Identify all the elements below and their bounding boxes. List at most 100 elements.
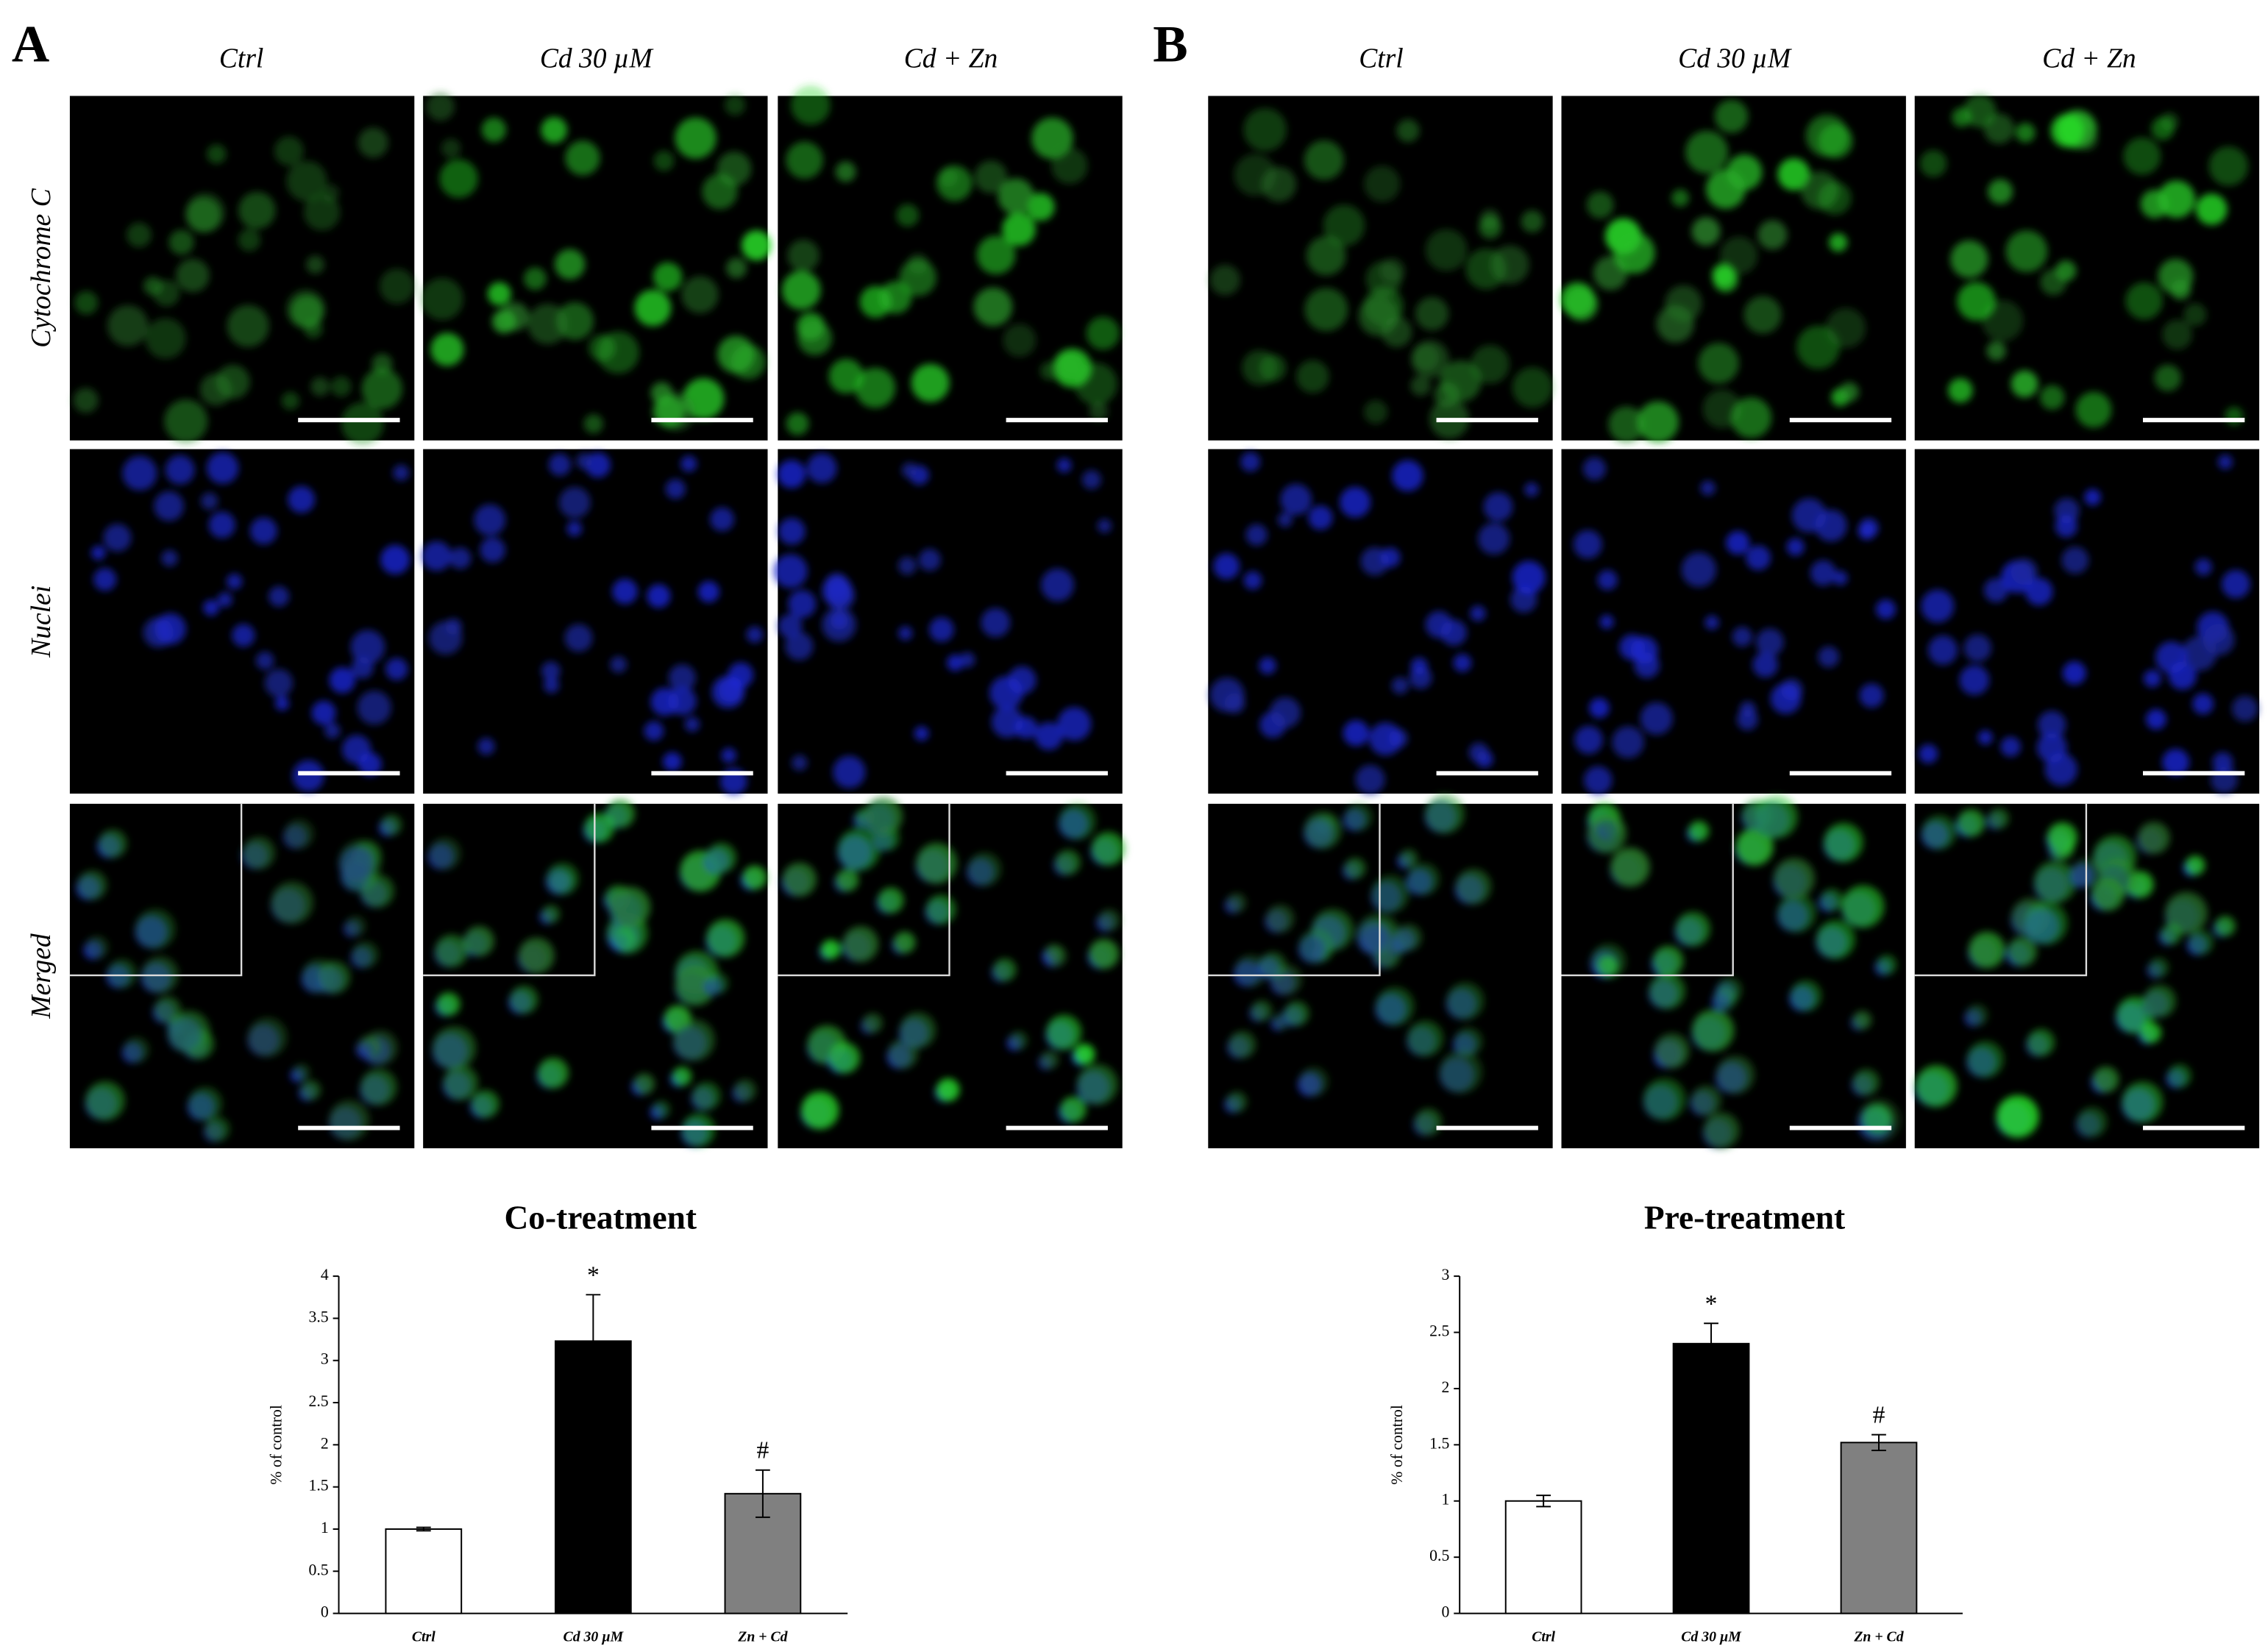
cytochrome	[99, 829, 127, 858]
cytochrome	[705, 842, 737, 873]
nucleus	[548, 453, 572, 476]
nucleus	[264, 669, 294, 697]
cytochrome	[1399, 849, 1418, 868]
cells	[1919, 455, 2258, 794]
cytochrome	[1713, 987, 1738, 1011]
cytochrome	[1415, 1108, 1442, 1136]
cytochrome	[1986, 341, 2006, 361]
cytochrome	[653, 395, 685, 427]
nucleus	[1726, 530, 1750, 555]
error-bar	[1871, 1433, 1886, 1451]
nucleus	[959, 652, 975, 668]
nucleus	[543, 677, 560, 694]
cytochrome	[2125, 282, 2163, 320]
cytochrome	[583, 414, 603, 434]
cytochrome	[2215, 916, 2236, 936]
nucleus	[428, 621, 463, 655]
inset-frame	[778, 803, 950, 977]
y-tick-label: 2	[321, 1434, 329, 1452]
nucleus	[1056, 457, 1072, 473]
cells	[773, 453, 1112, 788]
cytochrome	[673, 1019, 715, 1061]
cytochrome	[443, 1065, 479, 1100]
nucleus	[1589, 697, 1610, 719]
cytochrome	[1323, 204, 1365, 246]
cytochrome	[702, 174, 738, 210]
cytochrome	[1730, 397, 1772, 438]
cytochrome	[2170, 279, 2191, 300]
nucleus	[728, 662, 754, 688]
cytochrome	[1691, 1085, 1722, 1116]
y-tick-label: 0	[321, 1603, 329, 1621]
nucleus	[662, 752, 682, 772]
cytochrome	[605, 799, 636, 828]
cytochrome	[2161, 924, 2182, 945]
nucleus	[1410, 657, 1428, 675]
cytochrome	[1853, 1069, 1880, 1096]
cells	[1224, 794, 1492, 1136]
nucleus	[2025, 577, 2053, 606]
nucleus	[665, 479, 686, 499]
cytochrome	[358, 127, 388, 158]
inset-frame	[1561, 803, 1734, 977]
cytochrome	[1685, 130, 1729, 174]
cytochrome	[1396, 119, 1420, 143]
nucleus	[1512, 560, 1546, 594]
cytochrome	[421, 277, 463, 321]
cytochrome	[432, 1026, 477, 1070]
cytochrome	[306, 255, 324, 274]
cytochrome	[1716, 1055, 1755, 1094]
cytochrome	[1743, 296, 1782, 334]
cytochrome	[730, 344, 766, 380]
x-tick-label: Zn + Cd	[1853, 1629, 1904, 1645]
cytochrome	[1948, 378, 1973, 403]
cytochrome	[2091, 877, 2125, 911]
y-tick-label: 2	[1441, 1378, 1449, 1396]
cytochrome	[1051, 147, 1088, 185]
cytochrome	[518, 937, 555, 974]
cytochrome	[2024, 901, 2069, 945]
nucleus	[274, 696, 290, 711]
nucleus	[1392, 460, 1423, 492]
nucleus	[1245, 524, 1268, 546]
cytochrome	[2034, 861, 2077, 903]
cytochrome	[2165, 891, 2208, 935]
cytochrome	[1966, 1004, 1988, 1026]
cytochrome	[1512, 367, 1553, 408]
nucleus	[1977, 730, 1993, 745]
nucleus	[644, 721, 664, 741]
cytochrome	[791, 85, 831, 125]
cytochrome	[1446, 982, 1485, 1020]
y-tick-label: 1.5	[309, 1477, 329, 1495]
cytochrome	[1967, 1041, 2005, 1078]
nucleus	[1340, 486, 1371, 518]
cytochrome	[724, 94, 746, 116]
cytochrome	[1371, 875, 1409, 913]
y-tick-label: 3	[1441, 1266, 1449, 1283]
micrograph	[778, 85, 1123, 441]
cytochrome	[2092, 1066, 2119, 1093]
nucleus	[324, 722, 341, 739]
cytochrome	[2185, 855, 2205, 875]
cytochrome	[653, 150, 675, 171]
cytochrome	[1703, 1112, 1740, 1149]
nucleus	[1859, 518, 1879, 538]
nucleus	[154, 613, 186, 645]
nucleus	[1391, 677, 1409, 694]
cytochrome	[1471, 344, 1510, 384]
cytochrome	[653, 262, 683, 292]
nucleus	[1243, 571, 1262, 590]
cytochrome	[633, 1073, 655, 1095]
cytochrome	[1098, 909, 1120, 931]
cytochrome	[2027, 1028, 2055, 1057]
cytochrome	[199, 373, 232, 406]
y-tick-label: 4	[321, 1266, 329, 1283]
nucleus	[2037, 710, 2066, 739]
nucleus	[122, 455, 157, 491]
y-tick-label: 3	[321, 1350, 329, 1368]
cytochrome	[1688, 821, 1710, 841]
cytochrome	[2040, 268, 2067, 296]
nucleus	[385, 658, 408, 680]
nucleus	[1081, 470, 1101, 490]
cytochrome	[1957, 282, 1996, 321]
